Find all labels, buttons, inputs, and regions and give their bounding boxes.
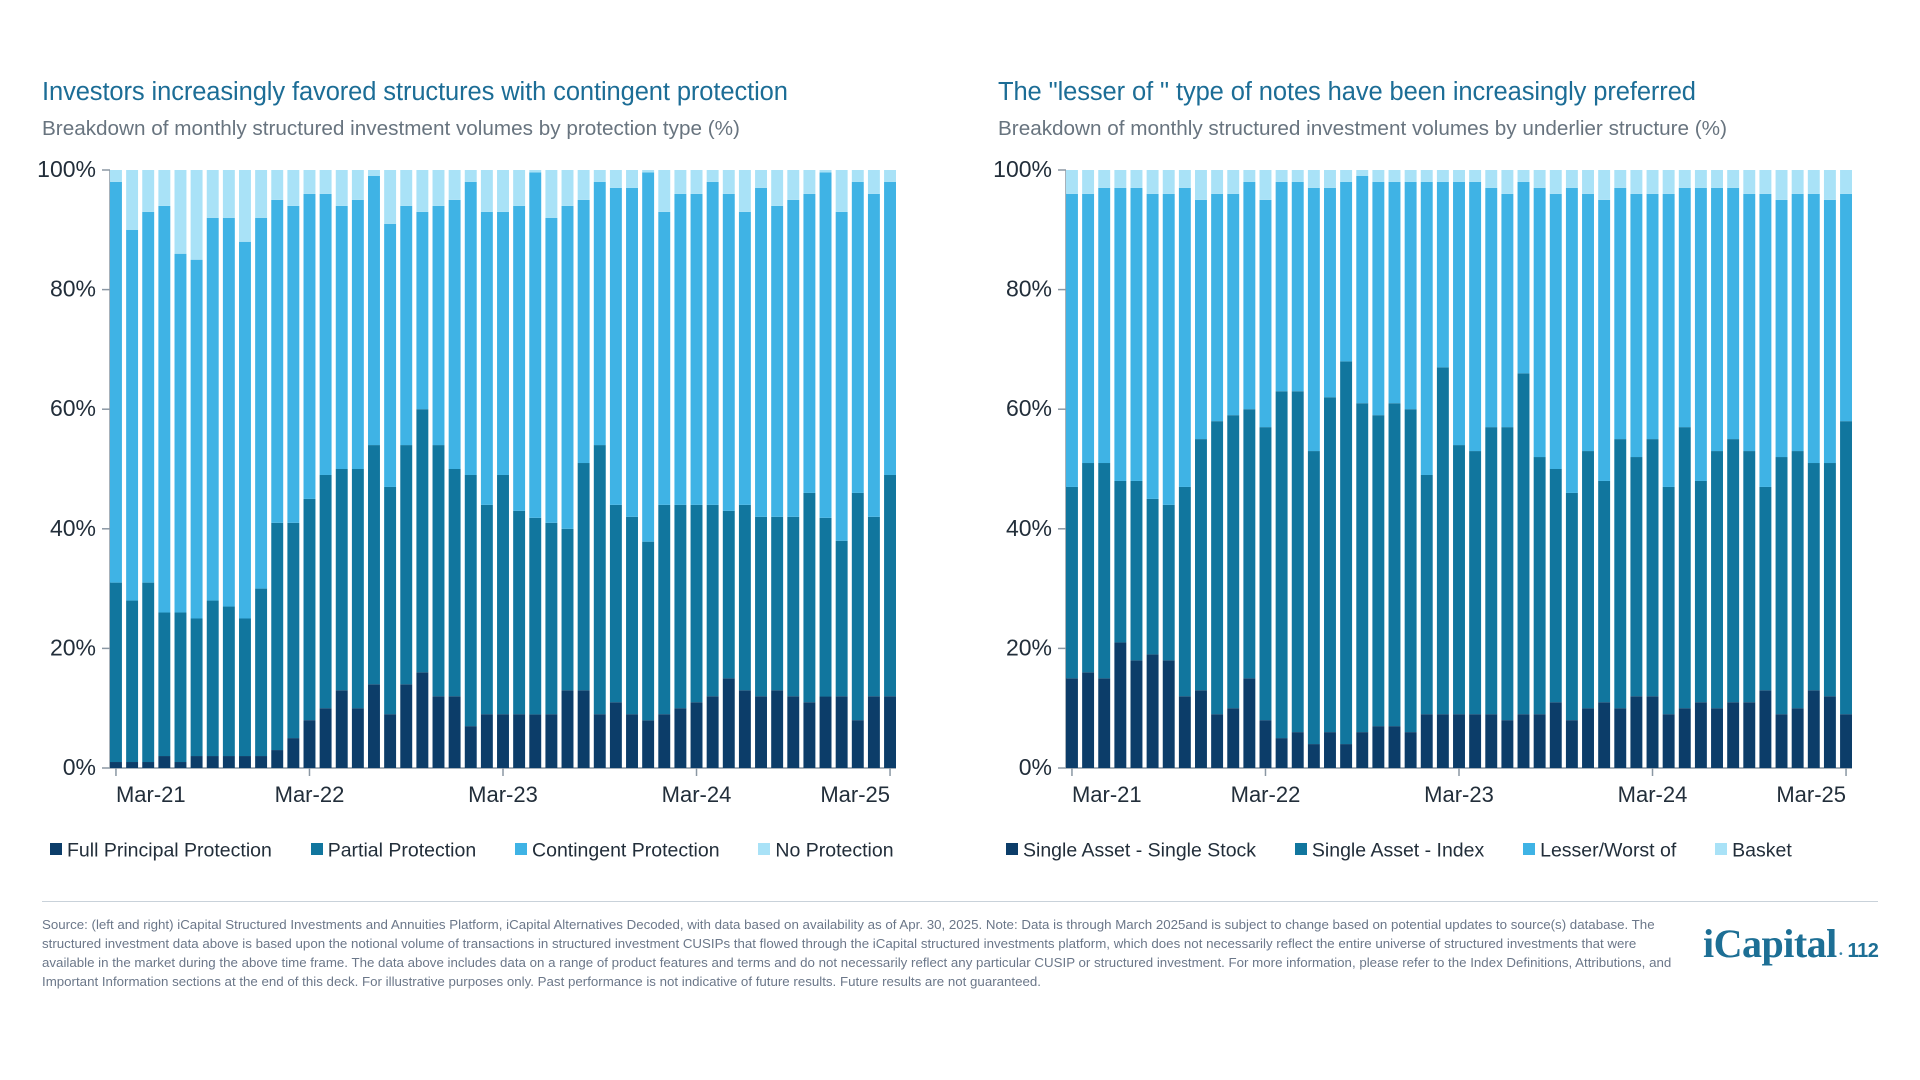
svg-text:0%: 0% (1019, 754, 1052, 780)
svg-text:20%: 20% (1006, 634, 1052, 660)
svg-text:100%: 100% (37, 156, 96, 182)
svg-text:40%: 40% (1006, 515, 1052, 541)
svg-text:Mar-22: Mar-22 (275, 782, 345, 807)
svg-text:Mar-22: Mar-22 (1231, 782, 1301, 807)
svg-text:40%: 40% (50, 515, 96, 541)
svg-text:Mar-23: Mar-23 (1424, 782, 1494, 807)
svg-text:100%: 100% (993, 156, 1052, 182)
svg-text:0%: 0% (63, 754, 96, 780)
svg-text:Mar-24: Mar-24 (1618, 782, 1688, 807)
svg-text:60%: 60% (1006, 395, 1052, 421)
svg-text:Mar-25: Mar-25 (820, 782, 890, 807)
svg-text:80%: 80% (1006, 276, 1052, 302)
svg-text:80%: 80% (50, 276, 96, 302)
svg-text:Mar-24: Mar-24 (662, 782, 732, 807)
svg-text:Mar-23: Mar-23 (468, 782, 538, 807)
svg-text:20%: 20% (50, 634, 96, 660)
svg-text:Mar-25: Mar-25 (1776, 782, 1846, 807)
svg-text:60%: 60% (50, 395, 96, 421)
svg-text:Mar-21: Mar-21 (1072, 782, 1142, 807)
svg-text:Mar-21: Mar-21 (116, 782, 186, 807)
